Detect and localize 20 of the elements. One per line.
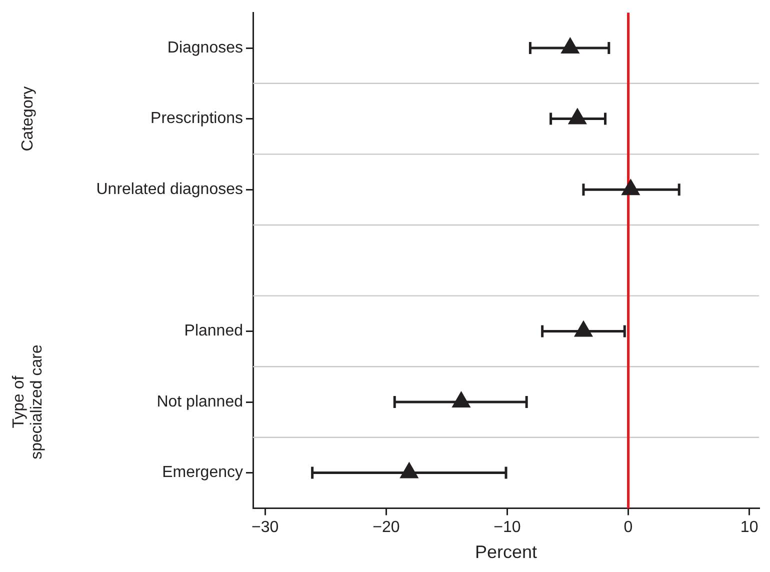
y-tick-label: Diagnoses <box>167 39 243 56</box>
y-tick-label: Unrelated diagnoses <box>96 181 243 198</box>
point <box>622 179 640 196</box>
y-tick-label: Emergency <box>162 464 243 482</box>
y-tick-label: Not planned <box>156 393 243 410</box>
point <box>568 108 587 124</box>
point <box>400 462 418 478</box>
y-tick-label: Prescriptions <box>150 110 243 128</box>
point <box>452 392 470 408</box>
x-tick-label: −20 <box>372 519 400 536</box>
text: Type of specialized care <box>10 344 46 460</box>
point <box>574 320 593 337</box>
text: Category <box>19 86 36 152</box>
x-axis-title: Percent <box>474 542 538 562</box>
y-tick-label: Planned <box>184 322 243 340</box>
x-tick-label: −10 <box>494 519 521 536</box>
point <box>560 38 580 54</box>
x-tick-label: 10 <box>740 519 758 536</box>
x-tick-label: −30 <box>252 519 279 536</box>
x-tick-label: 0 <box>624 519 633 536</box>
